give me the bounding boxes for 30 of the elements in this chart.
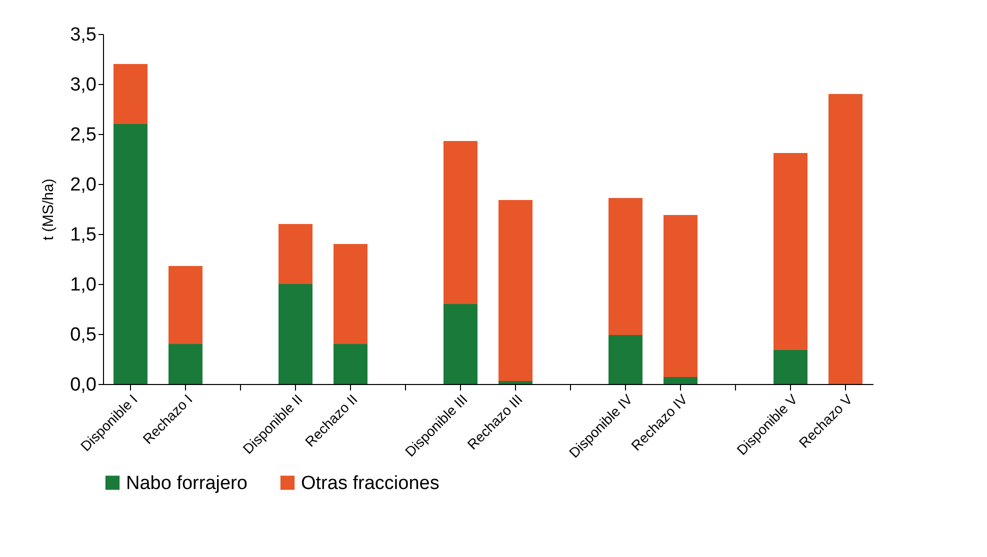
y-tick-label: 1,5 xyxy=(70,224,96,246)
legend-label: Otras fracciones xyxy=(301,472,440,494)
y-axis-title: t (MS/ha) xyxy=(40,178,58,240)
bar xyxy=(664,377,698,384)
bar xyxy=(664,215,698,377)
y-tick-label: 1,0 xyxy=(70,274,96,296)
bar xyxy=(444,141,478,304)
y-tick-label: 0,0 xyxy=(70,374,96,396)
bar xyxy=(114,64,148,124)
bar xyxy=(114,124,148,384)
bar xyxy=(334,344,368,384)
bar xyxy=(828,94,862,384)
y-tick-label: 3,5 xyxy=(70,24,96,46)
bar xyxy=(774,153,808,350)
bar xyxy=(498,381,532,384)
bar xyxy=(608,198,642,335)
y-tick-label: 2,0 xyxy=(70,174,96,196)
y-tick-label: 0,5 xyxy=(70,324,96,346)
bar xyxy=(444,304,478,384)
bar xyxy=(278,224,312,284)
legend-label: Nabo forrajero xyxy=(126,472,248,494)
bar xyxy=(278,284,312,384)
bar xyxy=(334,244,368,344)
bar xyxy=(774,350,808,384)
bar xyxy=(498,200,532,381)
y-tick-label: 2,5 xyxy=(70,124,96,146)
bar xyxy=(608,335,642,384)
bar xyxy=(168,266,202,344)
y-tick-label: 3,0 xyxy=(70,74,96,96)
bar xyxy=(168,344,202,384)
